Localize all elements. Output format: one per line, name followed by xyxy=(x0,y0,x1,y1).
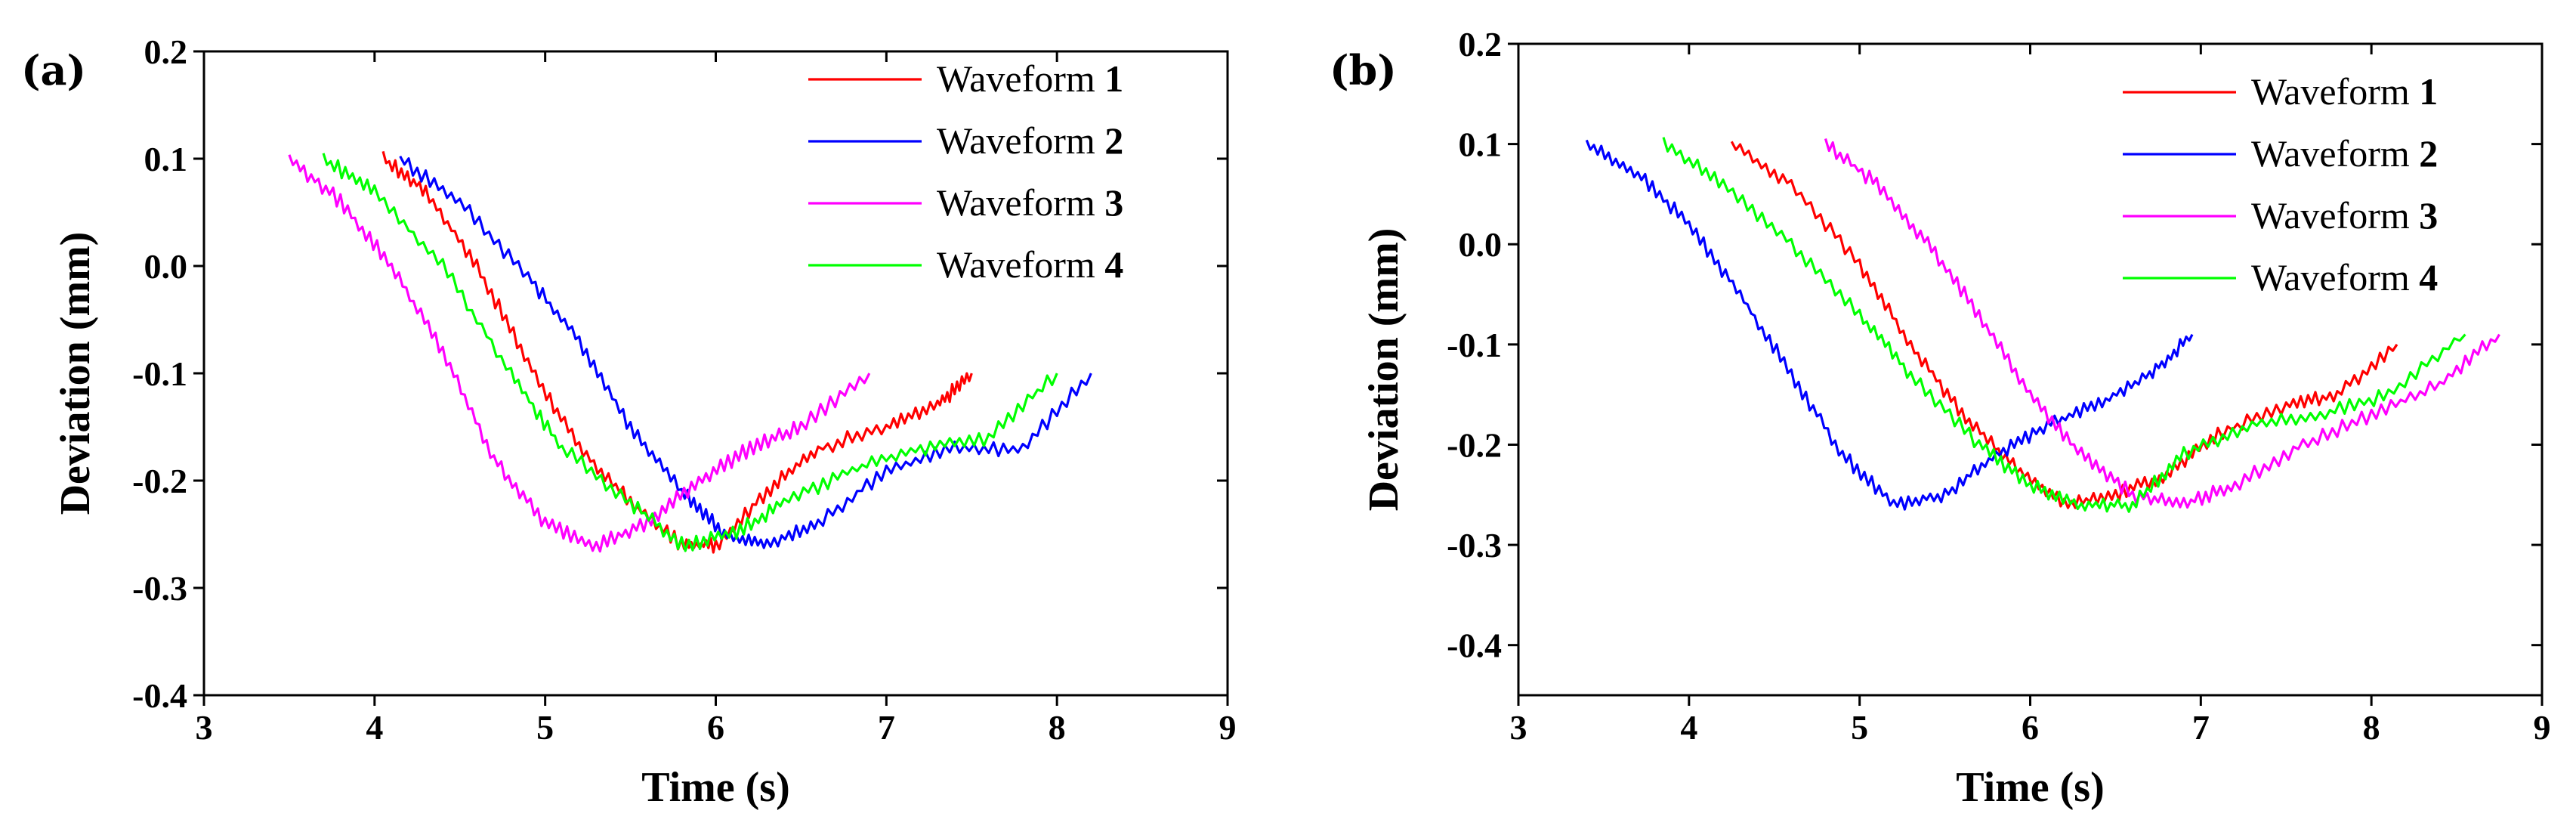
x-tick-label: 6 xyxy=(2022,708,2039,747)
x-tick-label: 5 xyxy=(1851,708,1868,747)
x-tick-label: 7 xyxy=(2192,708,2210,747)
x-tick-label: 6 xyxy=(707,708,724,747)
y-tick-label: -0.3 xyxy=(1447,526,1502,564)
legend-entry-waveform-4: Waveform 4 xyxy=(937,243,1123,286)
x-tick-label: 3 xyxy=(196,708,213,747)
x-tick-label: 3 xyxy=(1510,708,1527,747)
x-tick-label: 4 xyxy=(366,708,383,747)
legend-entry-waveform-1: Waveform 1 xyxy=(937,57,1123,100)
x-tick-label: 7 xyxy=(878,708,895,747)
y-tick-label: -0.3 xyxy=(132,569,187,608)
panel-label: (b) xyxy=(1330,46,1397,94)
x-tick-label: 5 xyxy=(536,708,554,747)
y-tick-label: -0.2 xyxy=(1447,425,1502,464)
x-tick-label: 8 xyxy=(1049,708,1066,747)
legend-entry-waveform-2: Waveform 2 xyxy=(937,119,1123,162)
x-tick-label: 9 xyxy=(2534,708,2551,747)
series-line-waveform-2 xyxy=(1585,139,2194,511)
legend-entry-waveform-1: Waveform 1 xyxy=(2251,70,2438,113)
y-tick-label: -0.4 xyxy=(132,676,187,715)
panel-label: (a) xyxy=(21,46,86,94)
y-tick-label: -0.1 xyxy=(1447,326,1502,364)
y-tick-label: 0.2 xyxy=(144,32,188,71)
legend-entry-waveform-3: Waveform 3 xyxy=(937,181,1123,224)
y-tick-label: 0.0 xyxy=(144,247,188,286)
series-line-waveform-3 xyxy=(1824,138,2500,509)
series-line-waveform-4 xyxy=(322,153,1058,552)
x-tick-label: 9 xyxy=(1219,708,1237,747)
series-line-waveform-3 xyxy=(288,154,871,553)
chart-panel-b: (b) 3 4 5 6 7 8 9 0.2 0.1 0.0 -0.1 -0.2 -0.3 -0.4 Time … xyxy=(1330,25,2551,811)
y-tick-label: -0.1 xyxy=(132,354,187,393)
series-line-waveform-4 xyxy=(1662,137,2466,513)
y-tick-label: 0.1 xyxy=(1459,125,1503,164)
legend-entry-waveform-4: Waveform 4 xyxy=(2251,256,2438,298)
x-axis-title: Time (s) xyxy=(641,764,790,811)
y-tick-label: 0.2 xyxy=(1459,25,1503,63)
legend-entry-waveform-2: Waveform 2 xyxy=(2251,132,2438,175)
y-tick-label: 0.0 xyxy=(1459,225,1503,264)
legend-entry-waveform-3: Waveform 3 xyxy=(2251,194,2438,237)
y-tick-label: -0.2 xyxy=(132,462,187,500)
y-axis-title: Deviation (mm) xyxy=(1361,228,1407,512)
series-line-waveform-2 xyxy=(399,156,1092,549)
y-tick-label: 0.1 xyxy=(144,140,188,178)
y-tick-label: -0.4 xyxy=(1447,626,1502,665)
x-axis-title: Time (s) xyxy=(1956,764,2105,811)
x-tick-label: 4 xyxy=(1680,708,1697,747)
y-axis-title: Deviation (mm) xyxy=(52,232,99,515)
x-tick-label: 8 xyxy=(2363,708,2380,747)
chart-panel-a: (a) 3 4 5 6 7 8 9 0.2 0.1 0.0 -0.1 -0.2 -0.3 -0.4 Time … xyxy=(21,32,1237,811)
